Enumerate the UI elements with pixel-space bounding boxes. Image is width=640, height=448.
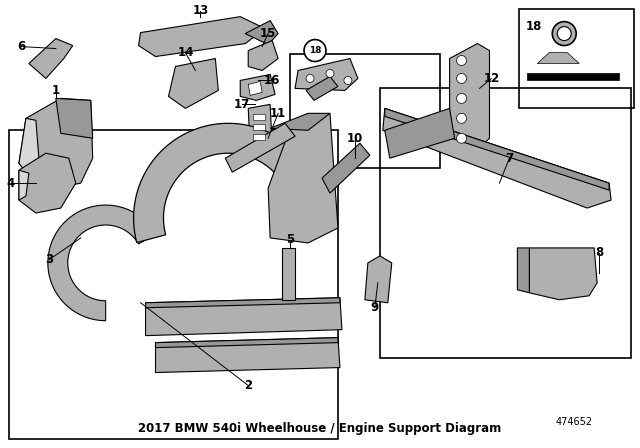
Text: 1: 1 xyxy=(52,84,60,97)
Polygon shape xyxy=(19,153,76,213)
Polygon shape xyxy=(240,74,275,100)
Circle shape xyxy=(326,69,334,78)
Circle shape xyxy=(456,113,467,123)
Bar xyxy=(380,88,631,358)
Polygon shape xyxy=(282,248,295,300)
Text: 10: 10 xyxy=(347,132,363,145)
Polygon shape xyxy=(225,123,295,172)
Text: 3: 3 xyxy=(45,254,53,267)
Polygon shape xyxy=(248,104,272,150)
Text: 8: 8 xyxy=(595,246,604,259)
Polygon shape xyxy=(449,43,490,153)
Polygon shape xyxy=(365,256,392,303)
Bar xyxy=(9,130,338,439)
Text: 12: 12 xyxy=(483,72,500,85)
Text: 2017 BMW 540i Wheelhouse / Engine Support Diagram: 2017 BMW 540i Wheelhouse / Engine Suppor… xyxy=(138,422,502,435)
Text: 16: 16 xyxy=(264,74,280,87)
Circle shape xyxy=(344,77,352,84)
Text: 13: 13 xyxy=(192,4,209,17)
Circle shape xyxy=(456,134,467,143)
Polygon shape xyxy=(538,52,579,64)
Circle shape xyxy=(304,39,326,61)
Circle shape xyxy=(456,73,467,83)
Polygon shape xyxy=(145,298,342,336)
Bar xyxy=(290,53,440,168)
Text: 6: 6 xyxy=(17,40,25,53)
Text: 474652: 474652 xyxy=(556,418,593,427)
Circle shape xyxy=(552,22,576,46)
Text: 14: 14 xyxy=(177,46,194,59)
Polygon shape xyxy=(385,108,609,190)
Polygon shape xyxy=(168,59,218,108)
Polygon shape xyxy=(517,248,529,293)
Text: 15: 15 xyxy=(260,27,276,40)
Polygon shape xyxy=(295,59,358,90)
Polygon shape xyxy=(145,298,340,308)
Polygon shape xyxy=(270,113,330,130)
Text: 11: 11 xyxy=(270,107,286,120)
Polygon shape xyxy=(268,113,338,243)
Polygon shape xyxy=(245,21,278,44)
Bar xyxy=(253,114,265,121)
Circle shape xyxy=(456,93,467,103)
Polygon shape xyxy=(383,108,611,208)
Polygon shape xyxy=(48,205,156,321)
Polygon shape xyxy=(19,170,29,200)
Polygon shape xyxy=(248,41,278,70)
Polygon shape xyxy=(139,17,265,56)
Circle shape xyxy=(557,26,572,41)
Text: 7: 7 xyxy=(506,152,513,165)
Polygon shape xyxy=(322,143,370,193)
Polygon shape xyxy=(29,39,73,78)
Polygon shape xyxy=(156,338,340,373)
Polygon shape xyxy=(385,108,454,158)
Polygon shape xyxy=(19,118,39,178)
Polygon shape xyxy=(529,248,597,300)
Text: 17: 17 xyxy=(234,98,250,111)
Bar xyxy=(253,124,265,130)
Polygon shape xyxy=(527,73,619,81)
Text: 4: 4 xyxy=(7,177,15,190)
Polygon shape xyxy=(134,123,320,242)
Polygon shape xyxy=(248,82,262,95)
Text: 2: 2 xyxy=(244,379,252,392)
Circle shape xyxy=(456,56,467,65)
Polygon shape xyxy=(306,77,338,100)
Text: 18: 18 xyxy=(526,20,543,33)
Polygon shape xyxy=(156,338,338,348)
Bar xyxy=(253,134,265,140)
Text: 9: 9 xyxy=(371,301,379,314)
Circle shape xyxy=(306,74,314,82)
Text: 5: 5 xyxy=(286,233,294,246)
Polygon shape xyxy=(19,99,93,188)
Text: 18: 18 xyxy=(308,46,321,55)
Bar xyxy=(520,9,634,108)
Polygon shape xyxy=(56,99,93,138)
